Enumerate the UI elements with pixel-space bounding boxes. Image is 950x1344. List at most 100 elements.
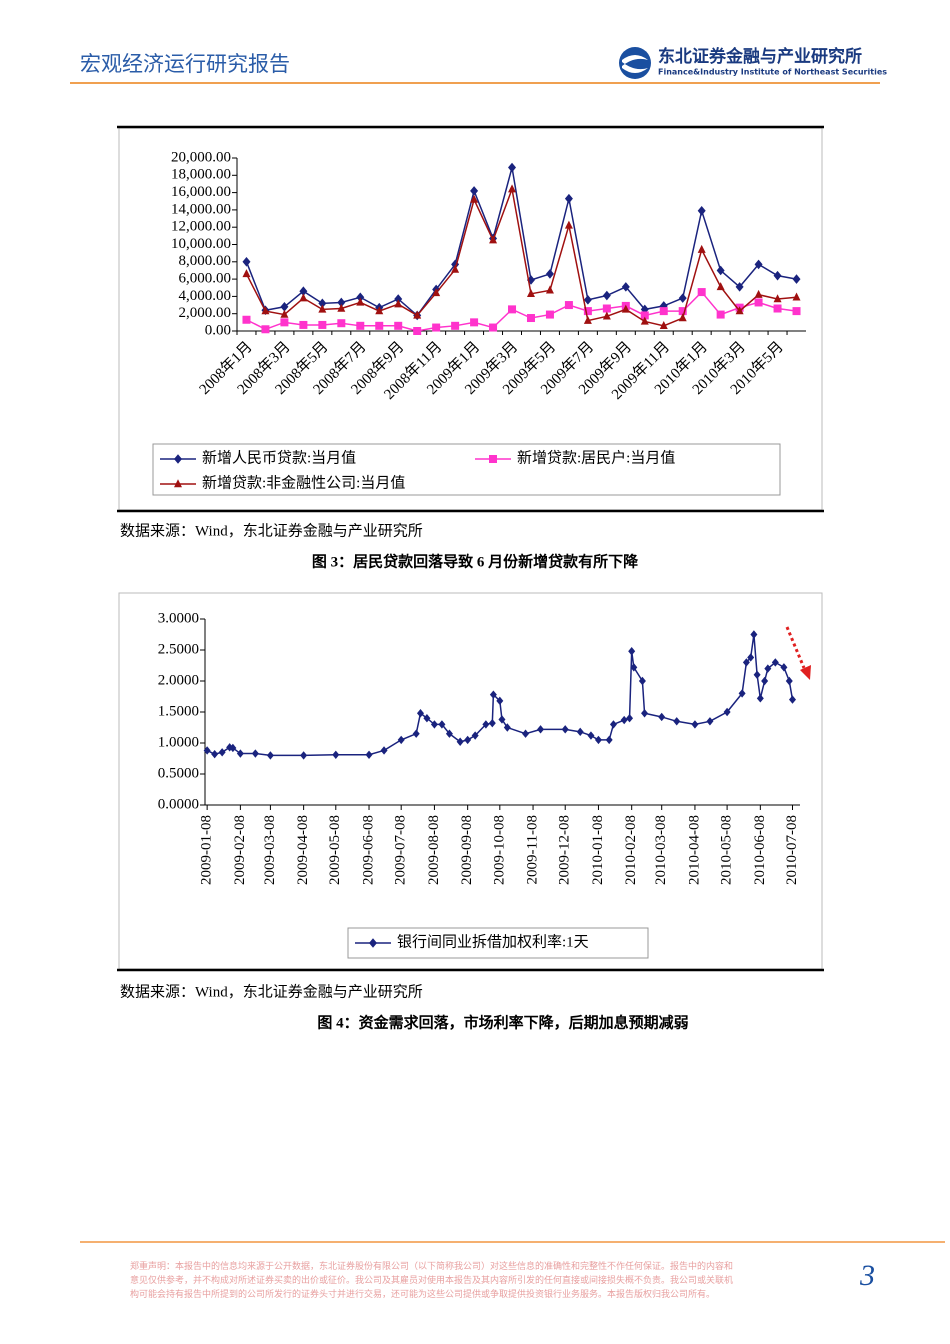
y-tick-label: 20,000.00 bbox=[171, 149, 231, 165]
x-tick-label: 2009-07-08 bbox=[393, 815, 409, 885]
legend-box bbox=[152, 443, 781, 496]
marker bbox=[489, 235, 498, 244]
marker bbox=[211, 749, 219, 759]
marker bbox=[432, 288, 441, 297]
marker bbox=[482, 720, 490, 729]
marker bbox=[423, 714, 431, 723]
legend-label: 新增人民币贷款:当月值 bbox=[202, 449, 356, 466]
x-tick-label: 2010-01-08 bbox=[590, 815, 606, 885]
legend-label: 新增贷款:居民户:当月值 bbox=[517, 449, 675, 466]
marker bbox=[626, 714, 634, 723]
y-tick-label: 0.00 bbox=[205, 322, 231, 338]
y-tick-label: 1.0000 bbox=[158, 734, 199, 750]
marker bbox=[761, 676, 769, 686]
marker bbox=[332, 750, 340, 759]
marker bbox=[678, 293, 687, 303]
marker bbox=[583, 307, 592, 316]
marker bbox=[218, 748, 226, 757]
y-tick-label: 0.5000 bbox=[158, 765, 199, 781]
y-tick-label: 12,000.00 bbox=[171, 219, 231, 235]
y-tick-label: 3.0000 bbox=[158, 610, 199, 626]
marker bbox=[356, 321, 365, 330]
legend-label: 银行间同业拆借加权利率:1天 bbox=[397, 933, 589, 950]
marker bbox=[498, 715, 506, 724]
marker bbox=[526, 275, 535, 285]
header-title: 宏观经济运行研究报告 bbox=[80, 52, 290, 76]
marker bbox=[583, 295, 592, 305]
x-tick-label: 2010-04-08 bbox=[686, 815, 702, 885]
marker bbox=[489, 690, 497, 699]
x-tick-label: 2009-05-08 bbox=[327, 815, 343, 885]
marker bbox=[620, 715, 628, 725]
marker bbox=[792, 274, 801, 284]
marker bbox=[697, 288, 706, 297]
marker bbox=[451, 321, 460, 330]
marker bbox=[380, 746, 388, 755]
marker bbox=[412, 729, 420, 738]
marker bbox=[545, 269, 554, 279]
marker bbox=[337, 297, 346, 308]
page-number: 3 bbox=[859, 1259, 875, 1292]
marker bbox=[242, 257, 251, 267]
marker bbox=[754, 298, 763, 307]
logo-cn: 东北证券金融与产业研究所 bbox=[658, 46, 862, 67]
marker bbox=[735, 306, 744, 315]
marker bbox=[266, 751, 274, 760]
legend-marker bbox=[174, 479, 182, 488]
marker bbox=[488, 718, 496, 728]
marker bbox=[280, 301, 289, 312]
marker bbox=[471, 731, 479, 740]
marker bbox=[337, 319, 346, 328]
marker bbox=[545, 285, 554, 294]
marker bbox=[602, 311, 611, 320]
marker bbox=[508, 162, 517, 173]
legend-box bbox=[347, 927, 649, 959]
marker bbox=[456, 737, 464, 746]
marker bbox=[413, 327, 422, 335]
marker bbox=[628, 647, 636, 656]
x-tick-label: 2010-05-08 bbox=[719, 815, 735, 885]
marker bbox=[659, 321, 668, 330]
x-tick-label: 2009-03-08 bbox=[262, 815, 278, 885]
y-tick-label: 8,000.00 bbox=[179, 253, 232, 269]
marker bbox=[773, 294, 782, 303]
legend-marker bbox=[489, 455, 497, 463]
marker bbox=[416, 709, 424, 718]
y-tick-label: 14,000.00 bbox=[171, 201, 231, 217]
marker bbox=[697, 205, 706, 216]
marker bbox=[489, 323, 498, 332]
marker bbox=[356, 292, 365, 303]
marker bbox=[564, 220, 573, 229]
legend-marker bbox=[369, 938, 377, 948]
disclaimer: 构可能会持有报告中所提到的公司所发行的证券头寸并进行交易，还可能为这些公司提供或… bbox=[130, 1288, 715, 1299]
marker bbox=[785, 676, 793, 686]
x-tick-label: 2010-06-08 bbox=[752, 815, 768, 885]
marker bbox=[413, 310, 422, 319]
marker bbox=[691, 720, 699, 729]
marker bbox=[564, 301, 573, 310]
marker bbox=[673, 717, 681, 726]
y-tick-label: 2.5000 bbox=[158, 641, 199, 657]
y-tick-label: 2,000.00 bbox=[179, 305, 232, 321]
marker bbox=[356, 297, 365, 306]
marker bbox=[773, 304, 782, 313]
marker bbox=[780, 663, 788, 672]
marker bbox=[280, 318, 289, 327]
marker bbox=[299, 293, 308, 302]
marker bbox=[742, 658, 750, 667]
marker bbox=[537, 725, 545, 734]
marker bbox=[583, 315, 592, 324]
marker bbox=[754, 289, 763, 298]
series-line bbox=[245, 186, 797, 327]
marker bbox=[658, 712, 666, 722]
marker bbox=[394, 299, 403, 308]
marker bbox=[503, 723, 511, 732]
marker bbox=[526, 289, 535, 298]
x-tick-label: 2009-02-08 bbox=[232, 815, 248, 885]
marker bbox=[375, 321, 384, 330]
disclaimer: 意见仅供参考，并不构成对所述证券买卖的出价或征价。我公司及其雇员对使用本报告及其… bbox=[130, 1274, 733, 1285]
marker bbox=[300, 751, 308, 760]
marker bbox=[605, 735, 613, 745]
marker bbox=[261, 325, 270, 334]
